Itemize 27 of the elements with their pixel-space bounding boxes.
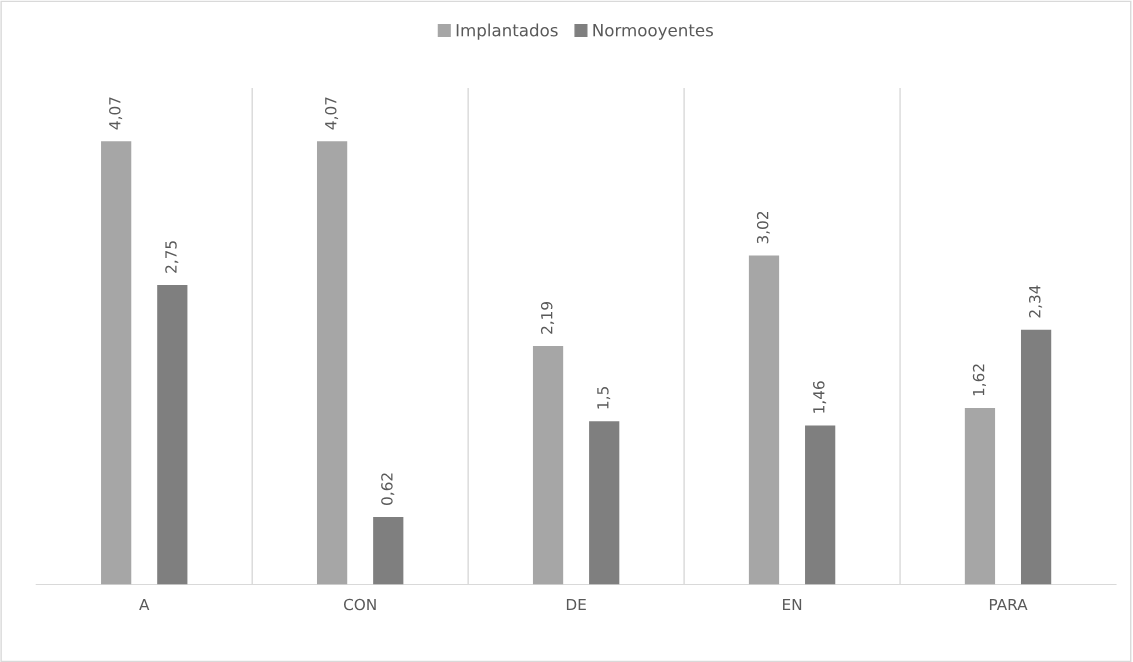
bar [373, 517, 404, 585]
data-label: 2,75 [165, 241, 179, 273]
data-label: 2,19 [540, 301, 555, 334]
bar [964, 408, 996, 585]
bar [532, 346, 564, 585]
data-label: 4,07 [109, 97, 123, 130]
bar [316, 141, 348, 585]
legend-label: Normooyentes [593, 24, 713, 40]
data-label: 1,62 [972, 364, 986, 396]
bar [748, 255, 780, 585]
bar [589, 421, 620, 585]
data-label: 3,02 [756, 212, 770, 244]
data-label: 4,07 [324, 97, 339, 130]
x-tick-label: A [139, 598, 150, 611]
data-label: 0,62 [381, 473, 395, 505]
x-tick-label: DE [566, 598, 586, 611]
legend-label: Implantados [456, 23, 558, 40]
bar [1020, 329, 1052, 585]
bar [157, 285, 188, 585]
data-label: 2,34 [1028, 285, 1043, 318]
bar [101, 141, 132, 585]
x-tick-label: EN [783, 598, 802, 611]
data-label: 1,5 [597, 387, 611, 409]
data-label: 1,46 [813, 381, 827, 413]
bar [805, 425, 836, 585]
x-tick-label: PARA [989, 598, 1028, 611]
x-tick-label: CON [343, 598, 376, 611]
